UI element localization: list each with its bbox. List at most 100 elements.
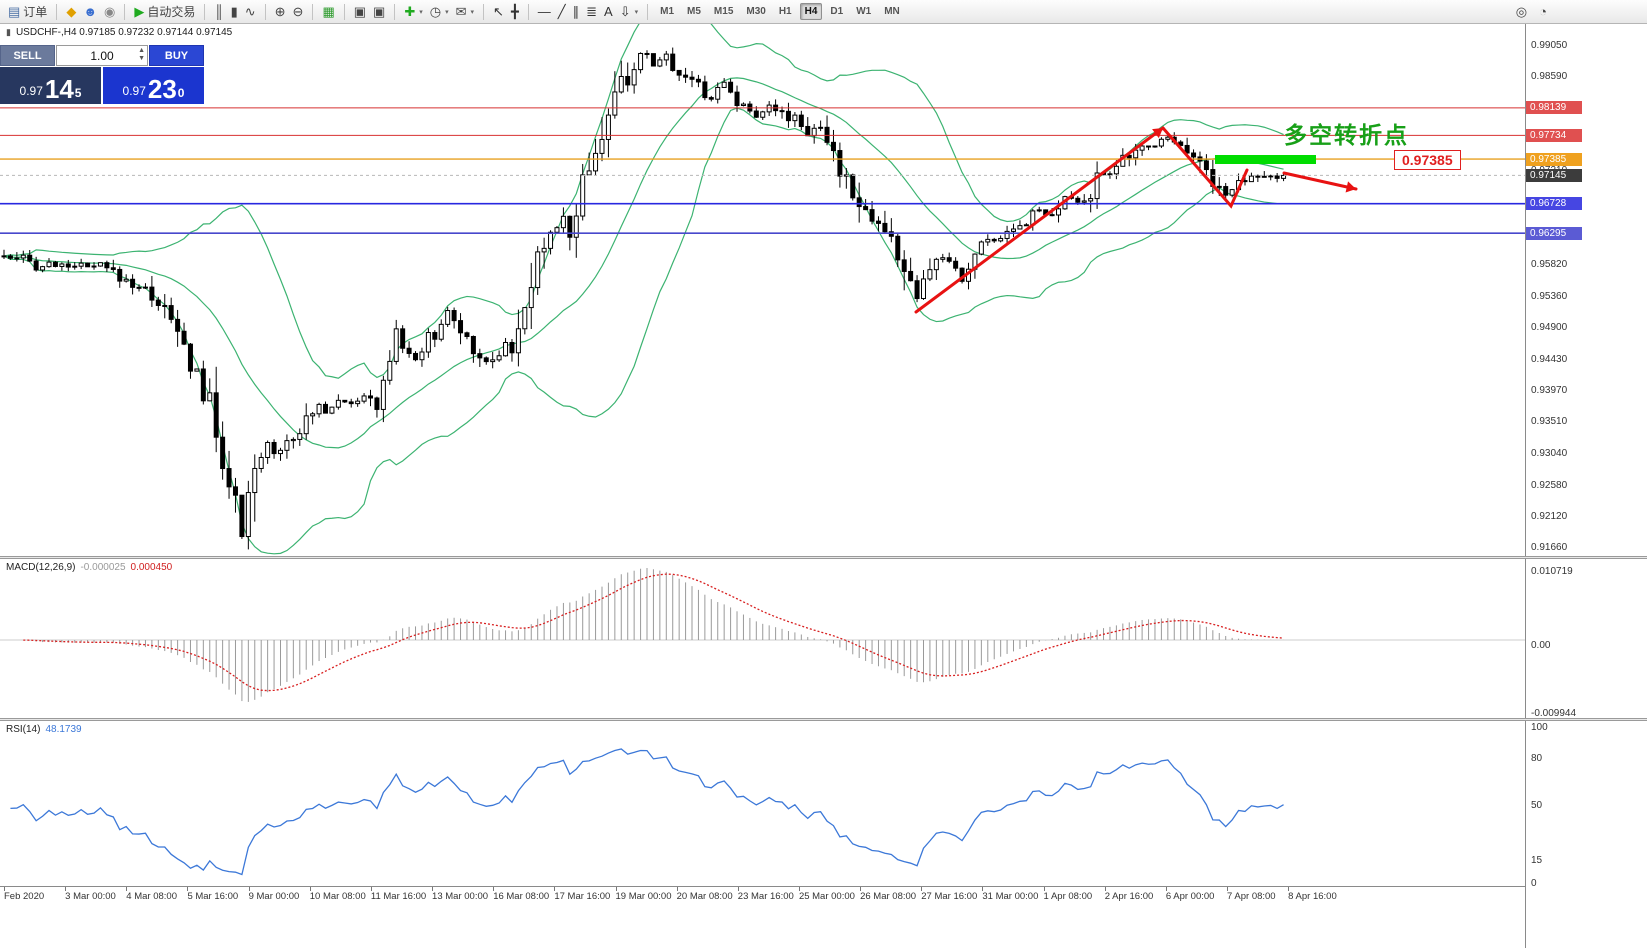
price-scale-label: 0	[1531, 878, 1537, 889]
macd-label: MACD(12,26,9) -0.000025 0.000450	[6, 562, 172, 573]
sell-price-tile[interactable]: 0.97 14 5	[0, 67, 101, 104]
rsi-name: RSI(14)	[6, 724, 41, 735]
toolbar-community-icon[interactable]: ◉	[101, 4, 118, 20]
main-chart-canvas[interactable]	[0, 24, 1525, 556]
templates-caret-icon[interactable]: ▾	[470, 8, 475, 16]
panel-separator-rsi[interactable]	[0, 718, 1647, 721]
buy-price-tile[interactable]: 0.97 23 0	[103, 67, 204, 104]
price-scale[interactable]: 0.990500.985900.981300.976700.972100.967…	[1525, 24, 1647, 948]
toolbar-separator	[343, 3, 345, 20]
volume-arrows[interactable]: ▲ ▼	[138, 47, 145, 63]
indicator-window-a-icon: ▣	[353, 3, 367, 19]
volume-down-icon[interactable]: ▼	[138, 55, 145, 62]
rsi-panel[interactable]: RSI(14) 48.1739	[0, 721, 1525, 886]
equidistant-channel-icon: ∥	[572, 3, 580, 19]
toolbar-cursor-icon[interactable]: ↖	[490, 4, 507, 20]
toolbar-trend-line-icon[interactable]: ╱	[555, 4, 569, 20]
toolbar-profile-icon[interactable]: ☻	[80, 4, 100, 20]
buy-button[interactable]: BUY	[149, 45, 204, 66]
time-axis-label: 9 Mar 00:00	[248, 891, 300, 902]
timeframe-d1-button[interactable]: D1	[830, 6, 844, 17]
rsi-canvas[interactable]	[0, 721, 1525, 886]
candles-layer	[1, 47, 1287, 550]
time-axis-label: 4 Mar 08:00	[126, 891, 177, 902]
timeframe-h4-button[interactable]: H4	[799, 3, 823, 20]
price-label-box[interactable]: 0.97385	[1394, 150, 1461, 170]
arrowhead	[1152, 128, 1163, 139]
price-scale-label: 0.93040	[1531, 448, 1568, 460]
panel-separator-macd[interactable]	[0, 556, 1647, 559]
timeframe-w1-button[interactable]: W1	[856, 6, 872, 17]
macd-canvas[interactable]	[0, 559, 1525, 718]
arrows-tool-caret-icon[interactable]: ▾	[634, 8, 639, 16]
timeframe-m15-button[interactable]: M15	[713, 6, 734, 17]
time-tick	[737, 887, 739, 891]
toolbar-equidistant-channel-icon[interactable]: ∥	[570, 4, 583, 20]
zoom-out-icon: ⊖	[292, 3, 304, 19]
toolbar-search-icon[interactable]: ◎	[1513, 4, 1530, 20]
toolbar-zoom-in-icon[interactable]: ⊕	[272, 4, 289, 20]
add-indicator-caret-icon[interactable]: ▾	[419, 8, 423, 16]
toolbar-group: ✚ ▾ ◷ ▾ ✉ ▾	[401, 4, 477, 20]
chart-symbol-info: ▮ USDCHF-,H4 0.97185 0.97232 0.97144 0.9…	[6, 27, 232, 38]
time-tick	[493, 887, 495, 891]
toolbar-templates-icon[interactable]: ✉ ▾	[453, 4, 477, 20]
toolbar-crosshair-icon[interactable]: ╋	[508, 4, 522, 20]
toolbar-periods-icon[interactable]: ◷ ▾	[427, 4, 452, 20]
toolbar-fibonacci-icon[interactable]: ≣	[583, 4, 600, 20]
volume-stepper[interactable]: 1.00 ▲ ▼	[56, 45, 148, 66]
timeframe-m30-button[interactable]: M30	[746, 6, 766, 17]
toolbar-chat-icon[interactable]: ◔	[1536, 4, 1550, 20]
toolbar-group: ◆ ☻ ◉	[63, 4, 118, 20]
timeframe-mn-button[interactable]: MN	[884, 6, 900, 17]
auto-trading-icon: ▶	[134, 3, 145, 19]
time-tick	[860, 887, 862, 891]
chart-annotations[interactable]	[914, 126, 1358, 314]
timeframe-h1-button[interactable]: H1	[778, 6, 792, 17]
timeframe-m1-button[interactable]: M1	[660, 6, 675, 17]
price-badge: 0.98139	[1526, 101, 1582, 115]
toolbar-auto-trading-button[interactable]: ▶ 自动交易	[131, 2, 198, 21]
toolbar-zoom-out-icon[interactable]: ⊖	[290, 4, 307, 20]
toolbar-group: ↖ ╋	[490, 4, 522, 20]
main-chart-panel[interactable]	[0, 24, 1525, 556]
toolbar-add-indicator-icon[interactable]: ✚ ▾	[401, 4, 425, 20]
macd-signal-value: 0.000450	[130, 562, 173, 573]
toolbar-indicator-window-a-icon[interactable]: ▣	[351, 4, 369, 20]
price-scale-label: 100	[1531, 722, 1548, 733]
price-scale-label: 0.93970	[1531, 385, 1568, 397]
cursor-icon: ↖	[493, 3, 504, 19]
price-scale-label: 15	[1531, 854, 1543, 866]
toolbar-tile-windows-icon[interactable]: ▦	[319, 4, 337, 20]
horizontal-levels[interactable]	[0, 107, 1525, 234]
toolbar-arrows-tool-icon[interactable]: ⇩ ▾	[617, 4, 641, 20]
macd-signal-line	[23, 573, 1284, 692]
toolbar-indicator-window-b-icon[interactable]: ▣	[370, 4, 388, 20]
time-tick	[4, 887, 5, 891]
sell-price-base: 0.97	[19, 84, 43, 98]
time-tick	[676, 887, 678, 891]
time-axis-label: Feb 2020	[4, 891, 45, 902]
time-axis-label: 13 Mar 00:00	[432, 891, 489, 902]
chat-icon: ◔	[1539, 3, 1547, 19]
toolbar-text-tool-icon[interactable]: A	[601, 4, 616, 20]
turning-point-annotation[interactable]: 多空转折点	[1284, 122, 1409, 148]
toolbar-candlestick-chart-icon[interactable]: ▮	[228, 4, 241, 20]
volume-up-icon[interactable]: ▲	[138, 47, 145, 54]
sell-button[interactable]: SELL	[0, 45, 55, 66]
toolbar-new-order-button[interactable]: ▤ 订单	[5, 2, 50, 21]
time-axis[interactable]: Feb 2020 3 Mar 00:00 4 Mar 08:00 5 Mar 16:0…	[0, 886, 1525, 949]
macd-panel[interactable]: MACD(12,26,9) -0.000025 0.000450	[0, 559, 1525, 718]
indicator-window-b-icon: ▣	[373, 3, 386, 19]
periods-caret-icon[interactable]: ▾	[445, 8, 449, 16]
toolbar-horizontal-line-icon[interactable]: —	[535, 4, 554, 20]
timeframe-m5-button[interactable]: M5	[687, 6, 701, 17]
toolbar-market-icon[interactable]: ◆	[63, 4, 79, 20]
toolbar-line-chart-icon[interactable]: ∿	[242, 4, 259, 20]
market-icon: ◆	[66, 3, 77, 19]
rsi-value: 48.1739	[45, 724, 82, 735]
toolbar-bars-chart-icon[interactable]: ║	[211, 4, 226, 20]
toolbar-separator	[204, 3, 206, 20]
time-axis-label: 8 Apr 16:00	[1288, 891, 1337, 902]
time-tick	[615, 887, 617, 891]
